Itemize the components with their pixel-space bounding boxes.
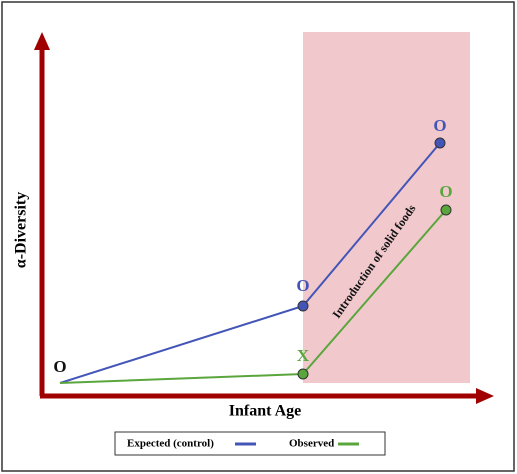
observed-point <box>440 204 452 216</box>
y-axis-arrow <box>34 32 50 50</box>
x-axis-arrow <box>476 388 494 404</box>
legend-label: Observed <box>289 438 334 450</box>
point-label: X <box>297 346 310 365</box>
expected-point <box>434 137 446 149</box>
expected-point <box>297 300 309 312</box>
legend-label: Expected (control) <box>127 438 214 450</box>
point-label: O <box>433 116 446 135</box>
observed-point <box>297 368 309 380</box>
x-axis-label: Infant Age <box>229 403 301 420</box>
origin-label: O <box>53 357 66 376</box>
point-label: O <box>439 182 452 201</box>
y-axis-label: α-Diversity <box>13 192 30 268</box>
point-label: O <box>296 276 309 295</box>
